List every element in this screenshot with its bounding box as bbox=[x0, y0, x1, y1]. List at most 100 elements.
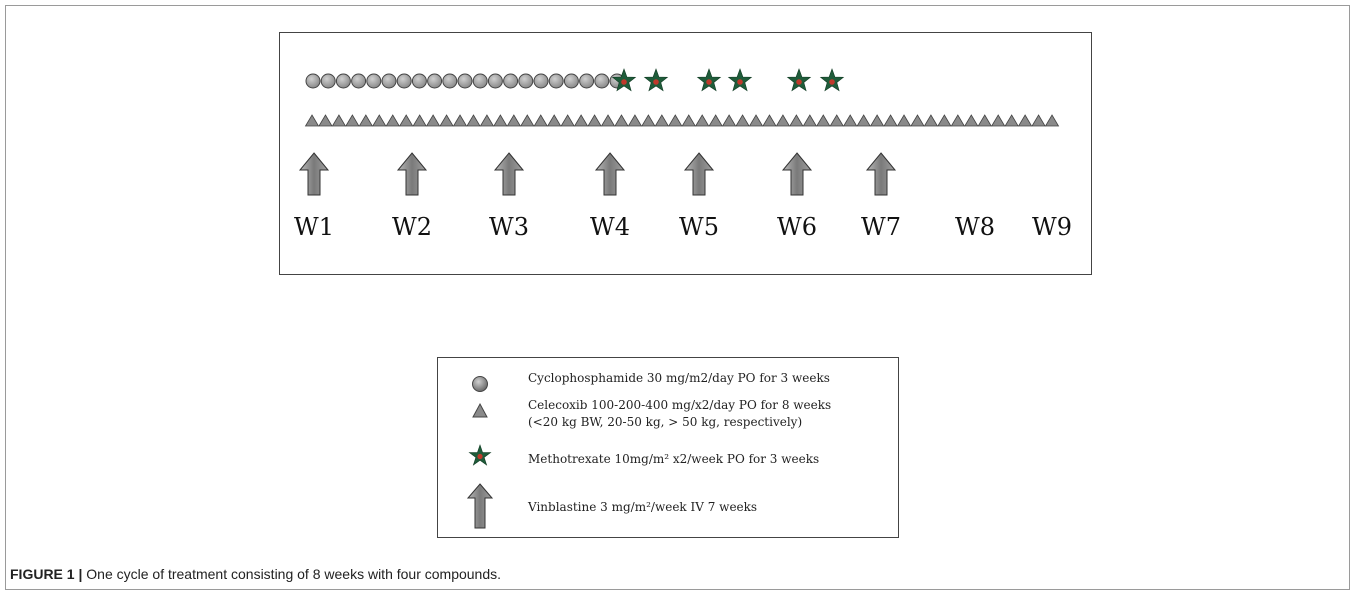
celecoxib-dose-triangle bbox=[479, 114, 495, 127]
timeline-panel: W1 W2 W3 W4 W5 W6 W7 W8 W9 bbox=[279, 32, 1092, 275]
celecoxib-dose-triangle bbox=[614, 114, 629, 127]
methotrexate-star-center bbox=[796, 79, 802, 85]
celecoxib-dose-triangle bbox=[533, 114, 548, 127]
timeline-graphic bbox=[298, 68, 1060, 196]
cyclophosphamide-dose-marker bbox=[487, 73, 503, 89]
legend-text-vinblastine: Vinblastine 3 mg/m²/week IV 7 weeks bbox=[528, 499, 757, 516]
cyclophosphamide-dose-marker bbox=[579, 73, 595, 89]
legend-panel: Cyclophosphamide 30 mg/m2/day PO for 3 w… bbox=[437, 357, 899, 538]
celecoxib-dose-triangle bbox=[358, 114, 374, 127]
cyclophosphamide-dose-marker bbox=[472, 73, 488, 89]
methotrexate-star-center bbox=[621, 79, 627, 85]
figure-caption: FIGURE 1 | One cycle of treatment consis… bbox=[10, 566, 501, 582]
celecoxib-dose-triangle bbox=[856, 114, 871, 127]
celecoxib-dose-triangle bbox=[937, 114, 952, 127]
week-label: W2 bbox=[392, 213, 432, 241]
celecoxib-dose-triangle bbox=[708, 114, 723, 127]
celecoxib-dose-triangle bbox=[466, 114, 481, 127]
methotrexate-star-center bbox=[737, 79, 743, 85]
celecoxib-dose-triangle bbox=[654, 114, 670, 127]
cyclophosphamide-dose-marker bbox=[548, 73, 564, 89]
celecoxib-dose-triangle bbox=[560, 114, 575, 127]
methotrexate-star-center bbox=[706, 79, 712, 85]
legend-line: Vinblastine 3 mg/m²/week IV 7 weeks bbox=[528, 500, 758, 514]
methotrexate-star-center bbox=[653, 79, 659, 85]
vinblastine-dose-arrow bbox=[298, 152, 330, 196]
celecoxib-dose-triangle bbox=[910, 114, 925, 127]
gray-arrow-icon bbox=[467, 483, 493, 529]
green-star-icon bbox=[468, 444, 492, 466]
celecoxib-dose-triangle bbox=[385, 114, 400, 127]
week-label: W9 bbox=[1032, 213, 1072, 241]
methotrexate-star-center bbox=[829, 79, 835, 85]
caption-label: FIGURE 1 | bbox=[10, 566, 83, 582]
gray-circle-icon bbox=[472, 376, 488, 392]
celecoxib-dose-triangle bbox=[883, 114, 898, 127]
vinblastine-dose-arrow bbox=[396, 152, 428, 196]
legend-text-celecoxib: Celecoxib 100-200-400 mg/x2/day PO for 8… bbox=[528, 397, 831, 431]
cyclophosphamide-dose-marker bbox=[305, 73, 321, 89]
legend-line: Celecoxib 100-200-400 mg/x2/day PO for 8… bbox=[528, 398, 832, 412]
celecoxib-dose-triangle bbox=[668, 114, 683, 127]
vinblastine-dose-arrow bbox=[683, 152, 715, 196]
week-label: W4 bbox=[590, 213, 630, 241]
celecoxib-dose-triangle bbox=[439, 114, 454, 127]
cyclophosphamide-dose-marker bbox=[381, 73, 397, 89]
celecoxib-dose-triangle bbox=[896, 114, 912, 127]
celecoxib-dose-triangle bbox=[318, 114, 333, 127]
week-label: W1 bbox=[294, 213, 334, 241]
celecoxib-dose-triangle bbox=[573, 114, 589, 127]
celecoxib-dose-triangle bbox=[331, 114, 347, 127]
cyclophosphamide-dose-marker bbox=[335, 73, 351, 89]
cyclophosphamide-dose-marker bbox=[366, 73, 382, 89]
week-label: W5 bbox=[679, 213, 719, 241]
celecoxib-dose-triangle bbox=[775, 114, 791, 127]
celecoxib-dose-triangle bbox=[923, 114, 939, 127]
legend-text-methotrexate: Methotrexate 10mg/m² x2/week PO for 3 we… bbox=[528, 451, 819, 468]
cyclophosphamide-dose-marker bbox=[563, 73, 579, 89]
celecoxib-dose-triangle bbox=[869, 114, 885, 127]
cyclophosphamide-dose-marker bbox=[320, 73, 336, 89]
celecoxib-dose-triangle bbox=[842, 114, 858, 127]
celecoxib-dose-triangle bbox=[950, 114, 966, 127]
cyclophosphamide-dose-marker bbox=[442, 73, 458, 89]
legend-line: Methotrexate 10mg/m² x2/week PO for 3 we… bbox=[528, 452, 820, 466]
week-label: W7 bbox=[861, 213, 901, 241]
celecoxib-dose-triangle bbox=[1044, 114, 1060, 127]
celecoxib-dose-triangle bbox=[627, 114, 643, 127]
celecoxib-dose-triangle bbox=[506, 114, 522, 127]
legend-text-cyclophosphamide: Cyclophosphamide 30 mg/m2/day PO for 3 w… bbox=[528, 370, 830, 387]
cyclophosphamide-dose-marker bbox=[427, 73, 443, 89]
celecoxib-dose-triangle bbox=[1004, 114, 1019, 127]
celecoxib-dose-triangle bbox=[694, 114, 710, 127]
celecoxib-dose-triangle bbox=[587, 114, 602, 127]
vinblastine-dose-arrow bbox=[594, 152, 626, 196]
celecoxib-dose-triangle bbox=[345, 114, 360, 127]
celecoxib-dose-triangle bbox=[641, 114, 656, 127]
week-label: W6 bbox=[777, 213, 817, 241]
celecoxib-dose-triangle bbox=[977, 114, 992, 127]
celecoxib-dose-triangle bbox=[802, 114, 818, 127]
celecoxib-dose-triangle bbox=[1017, 114, 1033, 127]
celecoxib-dose-triangle bbox=[681, 114, 696, 127]
celecoxib-dose-triangle bbox=[493, 114, 508, 127]
vinblastine-dose-arrow bbox=[865, 152, 897, 196]
celecoxib-dose-triangle bbox=[829, 114, 844, 127]
week-label: W8 bbox=[955, 213, 995, 241]
figure-frame: W1 W2 W3 W4 W5 W6 W7 W8 W9 Cyclophosphamide 30 m… bbox=[5, 5, 1350, 590]
celecoxib-dose-triangle bbox=[990, 114, 1006, 127]
vinblastine-dose-arrow bbox=[493, 152, 525, 196]
celecoxib-dose-triangle bbox=[425, 114, 441, 127]
week-label: W3 bbox=[489, 213, 529, 241]
celecoxib-dose-triangle bbox=[735, 114, 750, 127]
celecoxib-dose-triangle bbox=[452, 114, 468, 127]
celecoxib-dose-triangle bbox=[748, 114, 764, 127]
gray-triangle-icon bbox=[472, 402, 488, 418]
cyclophosphamide-dose-marker bbox=[396, 73, 412, 89]
celecoxib-dose-triangle bbox=[412, 114, 427, 127]
celecoxib-dose-triangle bbox=[520, 114, 535, 127]
celecoxib-dose-triangle bbox=[721, 114, 737, 127]
cyclophosphamide-dose-marker bbox=[533, 73, 549, 89]
celecoxib-dose-triangle bbox=[789, 114, 804, 127]
cyclophosphamide-dose-marker bbox=[594, 73, 610, 89]
